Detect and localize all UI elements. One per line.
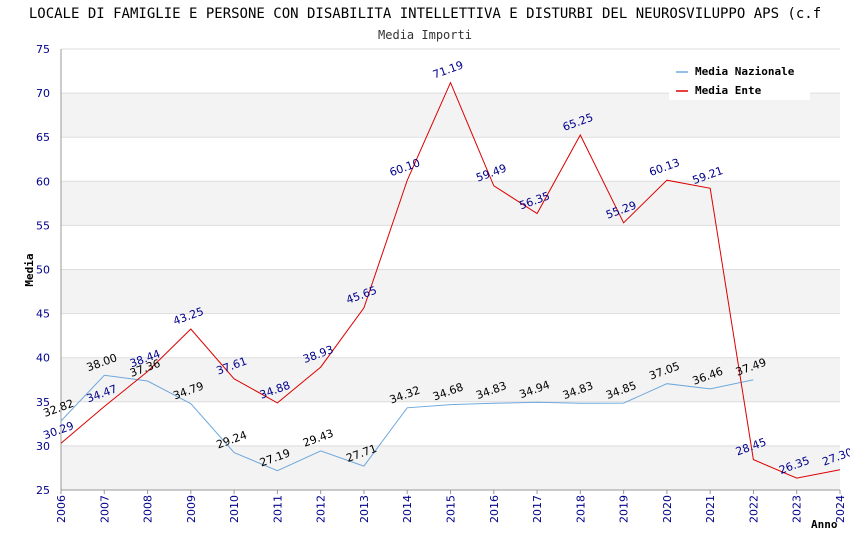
series-line-media-nazionale xyxy=(60,374,754,472)
x-tick-label: 2012 xyxy=(315,495,328,523)
grid-band xyxy=(61,445,840,490)
x-tick-label: 2011 xyxy=(271,495,284,523)
x-tick-label: 2021 xyxy=(704,495,717,523)
x-tick-label: 2023 xyxy=(791,495,804,523)
y-tick-labels: 25 30 35 40 45 50 55 60 65 70 75 xyxy=(36,43,50,497)
series-lines xyxy=(60,81,841,479)
x-tick-label: 2016 xyxy=(488,495,501,523)
x-tick-label: 2010 xyxy=(228,495,241,523)
x-tick-label: 2009 xyxy=(185,495,198,523)
x-tick-label: 2008 xyxy=(142,495,155,523)
y-tick-label: 40 xyxy=(36,352,50,365)
grid-band xyxy=(61,313,840,358)
y-tick-label: 70 xyxy=(36,87,50,100)
y-tick-label: 25 xyxy=(36,484,50,497)
x-tick-labels: 2006 2007 2008 2009 2010 2011 2012 2013 2014 2015… xyxy=(55,490,847,523)
x-tick-label: 2017 xyxy=(531,495,544,523)
chart-subtitle: Media Importi xyxy=(378,28,472,42)
y-axis-label: Media xyxy=(23,253,36,286)
x-tick-label: 2022 xyxy=(747,495,760,523)
y-tick-label: 30 xyxy=(36,440,50,453)
x-tick-label: 2007 xyxy=(98,495,111,523)
x-tick-label: 2006 xyxy=(55,495,68,523)
grid-band xyxy=(61,181,840,226)
legend-box xyxy=(669,60,810,100)
x-axis-label: Anno xyxy=(811,518,838,531)
grid-bands xyxy=(61,49,840,490)
x-tick-label: 2020 xyxy=(661,495,674,523)
y-tick-label: 60 xyxy=(36,175,50,188)
x-tick-label: 2014 xyxy=(401,495,414,523)
y-tick-label: 45 xyxy=(36,308,50,321)
legend-label-ente: Media Ente xyxy=(695,84,762,97)
y-tick-label: 35 xyxy=(36,396,50,409)
chart-title: LOCALE DI FAMIGLIE E PERSONE CON DISABIL… xyxy=(29,6,821,22)
grid-band xyxy=(61,225,840,270)
legend: Media Nazionale Media Ente xyxy=(669,60,810,100)
y-tick-label: 75 xyxy=(36,43,50,56)
grid-band xyxy=(61,401,840,446)
grid-band xyxy=(61,93,840,138)
grid-band xyxy=(61,269,840,314)
x-tick-label: 2024 xyxy=(834,495,847,523)
y-tick-label: 55 xyxy=(36,219,50,232)
x-tick-label: 2019 xyxy=(618,495,631,523)
x-tick-label: 2013 xyxy=(358,495,371,523)
series-line-media-ente xyxy=(60,81,841,479)
grid-band xyxy=(61,137,840,182)
y-tick-label: 50 xyxy=(36,264,50,277)
y-tick-label: 65 xyxy=(36,131,50,144)
grid-band xyxy=(61,357,840,402)
legend-label-nazionale: Media Nazionale xyxy=(695,65,795,78)
x-tick-label: 2015 xyxy=(445,495,458,523)
x-tick-label: 2018 xyxy=(574,495,587,523)
